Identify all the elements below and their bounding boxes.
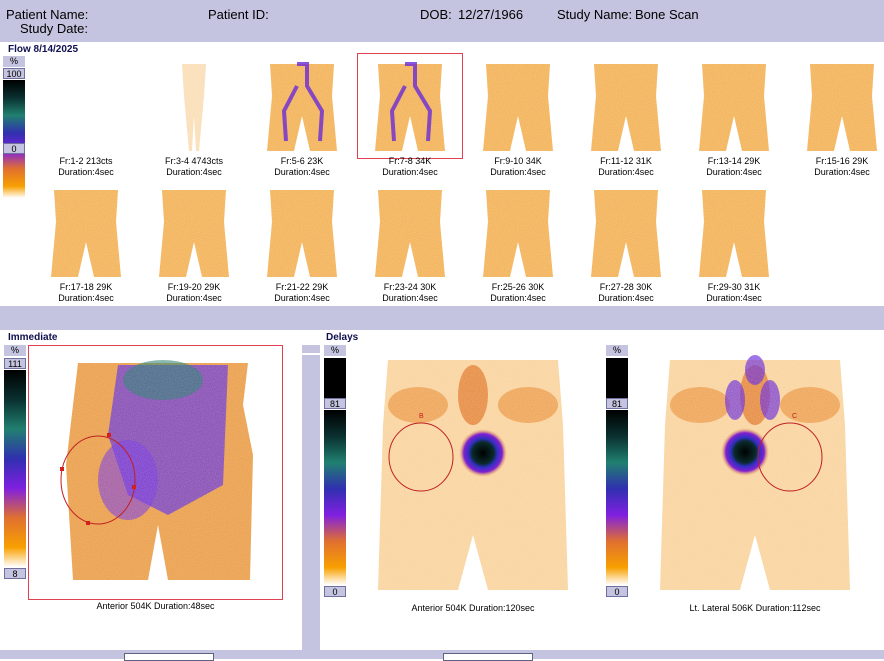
flow-frame-label: Fr:1-2 213cts [59, 156, 113, 166]
flow-frame[interactable] [576, 182, 676, 282]
flow-frame-duration: Duration:4sec [490, 167, 546, 177]
bottom-toolbar [0, 650, 884, 659]
flow-frame-duration: Duration:4sec [382, 293, 438, 303]
flow-frame[interactable] [684, 182, 784, 282]
flow-frame-duration: Duration:4sec [166, 167, 222, 177]
flow-frame-duration: Duration:4sec [706, 167, 762, 177]
delay-anterior-image[interactable]: B [348, 345, 598, 595]
flow-frame-label: Fr:27-28 30K [599, 282, 653, 292]
flow-frame-duration: Duration:4sec [166, 293, 222, 303]
delay-scale-top-block [324, 358, 346, 406]
patient-name-label: Patient Name: [6, 7, 89, 22]
flow-frame-label: Fr:5-6 23K [280, 156, 324, 166]
delay-caption: Anterior 504K Duration:120sec [411, 603, 535, 613]
flow-frame-duration: Duration:4sec [58, 293, 114, 303]
flow-frame[interactable] [252, 182, 352, 282]
immediate-scale-max: 111 [4, 358, 26, 369]
delay-scale-unit: % [324, 345, 346, 356]
flow-title: Flow 8/14/2025 [8, 44, 79, 55]
delay-scale-max: 81 [324, 398, 346, 409]
flow-frame[interactable] [360, 182, 460, 282]
section-separator [0, 306, 884, 330]
study-date-label: Study Date: [20, 21, 88, 36]
delay-color-scale: % 81 0 [603, 345, 628, 600]
immediate-roi[interactable] [60, 433, 136, 525]
flow-frame-duration: Duration:4sec [814, 167, 870, 177]
delay-roi-label: C [792, 413, 797, 420]
flow-frame-label: Fr:13-14 29K [707, 156, 761, 166]
delay-roi[interactable] [757, 422, 823, 492]
patient-id-label: Patient ID: [208, 7, 269, 22]
delay-roi-label: B [419, 413, 424, 420]
dob-label: DOB: [420, 7, 452, 22]
delay-lateral-image[interactable]: C [630, 345, 880, 595]
immediate-anterior-image[interactable] [28, 345, 283, 600]
bottom-button-1[interactable] [124, 653, 214, 661]
delay-scale-gradient [606, 410, 628, 585]
delay-scale-max: 81 [606, 398, 628, 409]
immediate-scale-unit: % [4, 345, 26, 356]
flow-frame-label: Fr:29-30 31K [707, 282, 761, 292]
immediate-scale-gradient [4, 370, 26, 567]
flow-frame[interactable] [468, 182, 568, 282]
delay-caption: Lt. Lateral 506K Duration:112sec [689, 603, 821, 613]
flow-frame[interactable] [684, 56, 784, 156]
flow-scale-gradient [3, 80, 25, 198]
flow-frame[interactable] [252, 56, 352, 156]
delay-scale-gradient [324, 410, 346, 585]
delay-color-scale: % 81 0 [321, 345, 346, 600]
flow-frame-label: Fr:25-26 30K [491, 282, 545, 292]
flow-frame-duration: Duration:4sec [274, 293, 330, 303]
flow-frame[interactable] [144, 56, 244, 156]
flow-scale-max: 100 [3, 68, 25, 79]
bottom-button-2[interactable] [443, 653, 533, 661]
dob-value: 12/27/1966 [458, 7, 524, 22]
study-name-label: Study Name: [557, 7, 633, 22]
delay-scale-top-block [606, 358, 628, 406]
flow-frame-duration: Duration:4sec [58, 167, 114, 177]
delay-roi[interactable] [388, 422, 454, 492]
flow-frame-label: Fr:23-24 30K [383, 282, 437, 292]
flow-frame-label: Fr:17-18 29K [59, 282, 113, 292]
flow-scale-min: 0 [3, 143, 25, 154]
flow-frame-label: Fr:11-12 31K [600, 156, 652, 166]
bladder-hotspot [721, 428, 769, 476]
immediate-color-scale: % 111 8 [4, 345, 26, 585]
flow-frame-duration: Duration:4sec [382, 167, 438, 177]
delay-scale-unit: % [606, 345, 628, 356]
flow-frame[interactable] [576, 56, 676, 156]
flow-frame[interactable] [36, 56, 136, 156]
delay-scale-min: 0 [324, 586, 346, 597]
delay-scale-min: 0 [606, 586, 628, 597]
scrollbar-thumb[interactable] [302, 353, 320, 355]
flow-color-scale: % 100 0 [3, 56, 25, 198]
immediate-caption: Anterior 504K Duration:48sec [96, 601, 215, 611]
flow-scale-unit: % [3, 56, 25, 67]
patient-header: Patient Name: Patient ID: DOB: 12/27/196… [0, 0, 884, 42]
study-name-value: Bone Scan [635, 7, 699, 22]
flow-frame-label: Fr:19-20 29K [167, 282, 221, 292]
immediate-scale-min: 8 [4, 568, 26, 579]
flow-frame[interactable] [144, 182, 244, 282]
flow-frame-label: Fr:15-16 29K [815, 156, 869, 166]
flow-frame-label: Fr:7-8 34K [388, 156, 432, 166]
flow-frame-duration: Duration:4sec [598, 293, 654, 303]
flow-frame-duration: Duration:4sec [490, 293, 546, 303]
flow-frame[interactable] [468, 56, 568, 156]
flow-frame-duration: Duration:4sec [598, 167, 654, 177]
panel-scrollbar[interactable] [302, 345, 320, 650]
delays-title: Delays [326, 332, 359, 343]
flow-frame-label: Fr:21-22 29K [275, 282, 329, 292]
flow-frame-duration: Duration:4sec [706, 293, 762, 303]
flow-frame[interactable] [36, 182, 136, 282]
flow-frame-label: Fr:9-10 34K [494, 156, 542, 166]
flow-frame-duration: Duration:4sec [274, 167, 330, 177]
flow-frame-label: Fr:3-4 4743cts [164, 156, 224, 166]
bladder-hotspot [459, 429, 507, 477]
flow-frame-selected[interactable] [357, 53, 463, 159]
flow-frame[interactable] [792, 56, 884, 156]
immediate-title: Immediate [8, 332, 58, 343]
